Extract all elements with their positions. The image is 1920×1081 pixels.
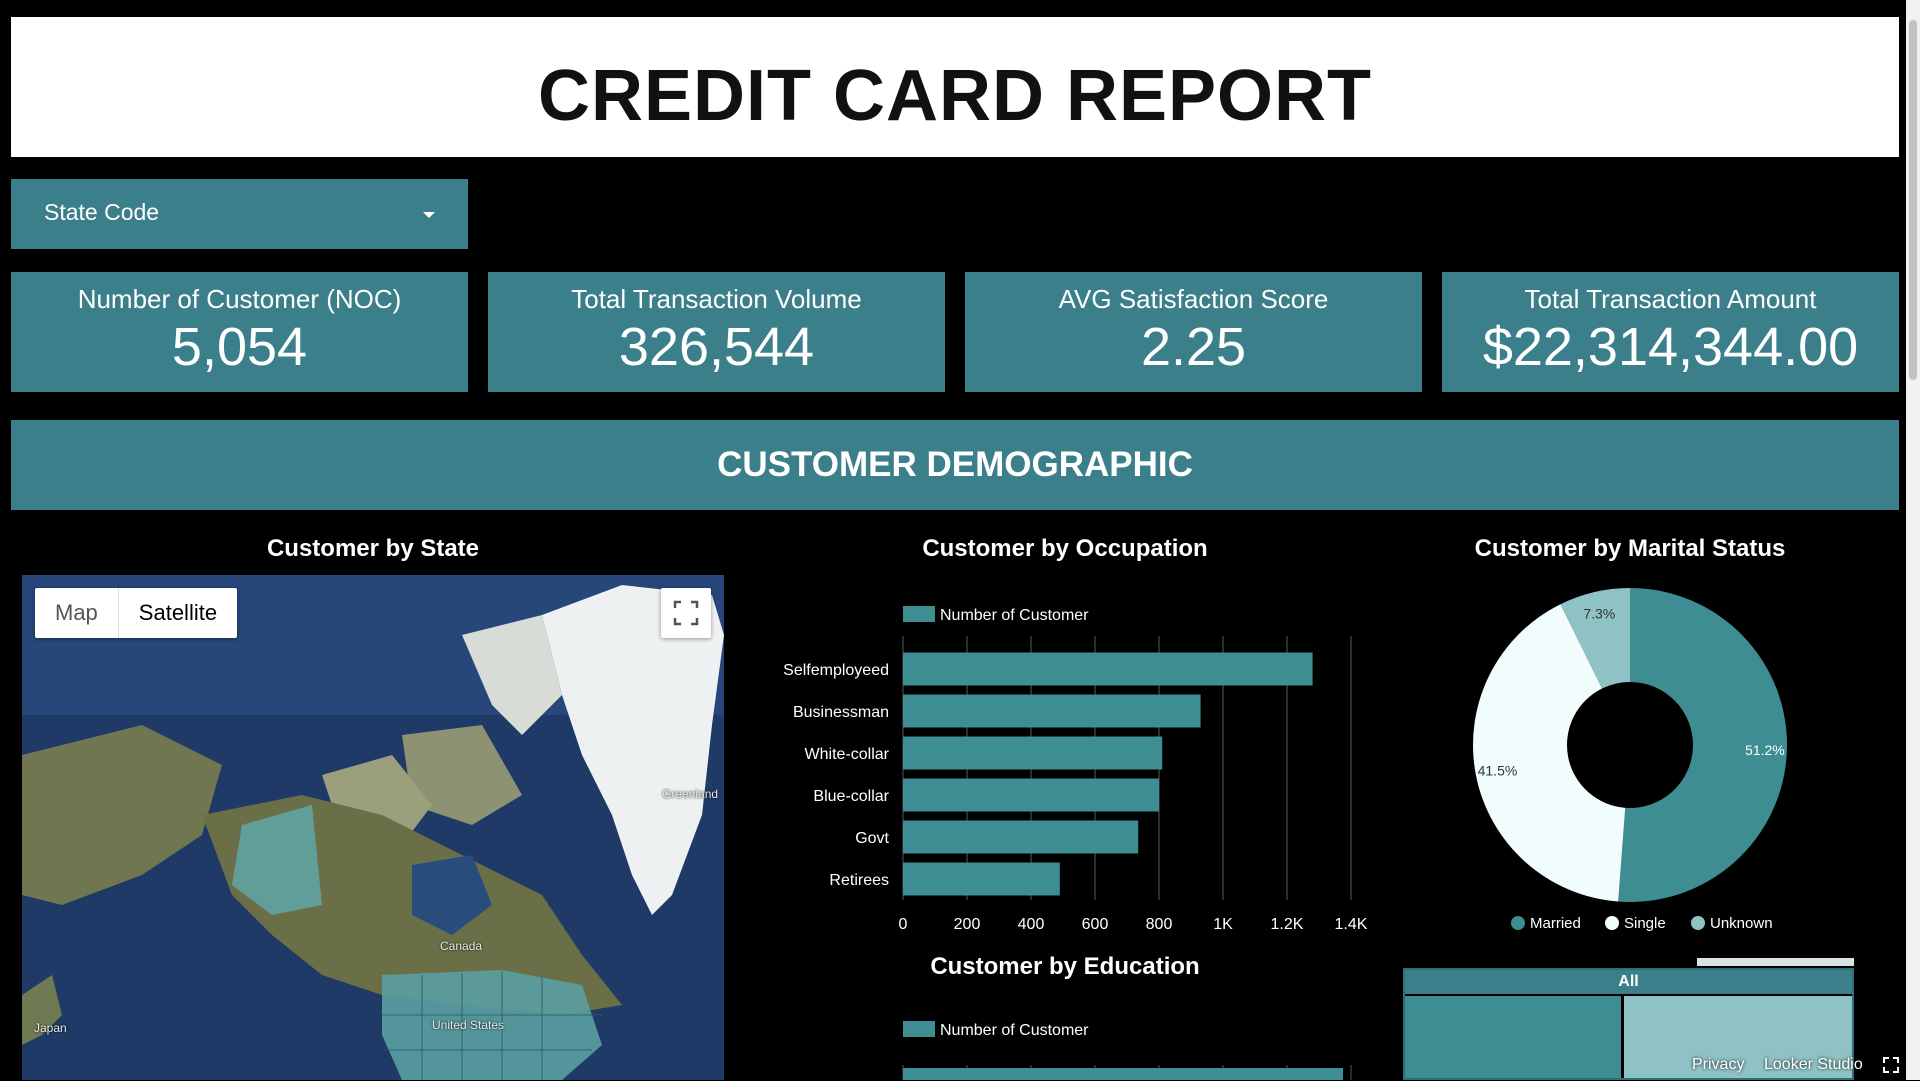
- occupation-bar: [903, 778, 1159, 812]
- marital-legend-label: Married: [1530, 915, 1581, 932]
- kpi-card-transaction-amount: Total Transaction Amount $22,314,344.00: [1442, 272, 1899, 392]
- occupation-x-ticks: 0 200 400 600 800 1K 1.2K 1.4K: [899, 916, 1368, 933]
- occupation-category-label: Govt: [855, 830, 889, 847]
- occupation-category-label: Businessman: [793, 704, 889, 721]
- occupation-category-label: Blue-collar: [813, 788, 889, 805]
- marital-slice: [1618, 588, 1787, 902]
- section-banner: CUSTOMER DEMOGRAPHIC: [11, 420, 1899, 510]
- occupation-bars: Selfemployeed Businessman White-collar Blue…: [783, 652, 1313, 896]
- kpi-card-transaction-volume: Total Transaction Volume 326,544: [488, 272, 945, 392]
- occupation-bar: [903, 736, 1163, 770]
- treemap-cell[interactable]: [1405, 996, 1621, 1078]
- expand-report-button[interactable]: [1880, 1054, 1902, 1076]
- marital-slice-label: 41.5%: [1478, 763, 1518, 779]
- marital-legend-marker: [1605, 916, 1619, 930]
- kpi-value: $22,314,344.00: [1482, 317, 1859, 377]
- education-chart-title: Customer by Education: [930, 953, 1200, 980]
- marital-slice: [1560, 588, 1630, 689]
- map-label-greenland: Greenland: [662, 787, 719, 801]
- treemap-root-label[interactable]: All: [1405, 970, 1852, 994]
- education-bar-chart: Number of Customer: [902, 1021, 1352, 1080]
- occupation-legend-label: Number of Customer: [940, 607, 1089, 624]
- kpi-card-noc: Number of Customer (NOC) 5,054: [11, 272, 468, 392]
- x-tick-label: 1.4K: [1335, 916, 1368, 933]
- kpi-label: Number of Customer (NOC): [77, 284, 402, 314]
- treemap-cell[interactable]: [1624, 996, 1852, 1078]
- state-code-filter-label: State Code: [44, 199, 160, 225]
- dropdown-caret-icon: [423, 212, 435, 218]
- x-tick-label: 1.2K: [1271, 916, 1304, 933]
- fullscreen-icon: [673, 600, 699, 626]
- x-tick-label: 1K: [1213, 916, 1233, 933]
- occupation-chart-title: Customer by Occupation: [922, 535, 1208, 562]
- marital-donut-chart: 51.2% 41.5% 7.3% Married Single Unknown: [1473, 588, 1787, 932]
- map-imagery: [22, 575, 724, 1080]
- occupation-category-label: White-collar: [805, 746, 890, 763]
- expand-icon: [1883, 1057, 1899, 1073]
- map-chart-title: Customer by State: [266, 535, 480, 562]
- marital-slice-labels: 51.2% 41.5% 7.3%: [1478, 606, 1785, 779]
- page-scrollbar[interactable]: [1906, 0, 1920, 1080]
- x-tick-label: 600: [1082, 916, 1109, 933]
- occupation-bar: [903, 820, 1139, 854]
- report-header: CREDIT CARD REPORT: [11, 17, 1899, 157]
- x-tick-label: 200: [954, 916, 981, 933]
- map-label-canada: Canada: [440, 939, 483, 953]
- education-legend-swatch: [903, 1021, 935, 1037]
- marital-legend-marker: [1511, 916, 1525, 930]
- kpi-value: 2.25: [1140, 317, 1247, 377]
- marital-legend-marker: [1691, 916, 1705, 930]
- occupation-bar: [903, 862, 1060, 896]
- occupation-category-label: Retirees: [829, 872, 889, 889]
- report-title: CREDIT CARD REPORT: [537, 56, 1372, 136]
- x-tick-label: 400: [1018, 916, 1045, 933]
- occupation-bar-chart: Number of Customer Selfemployeed Business…: [783, 606, 1368, 933]
- occupation-legend-swatch: [903, 606, 935, 622]
- map-type-map-button[interactable]: Map: [55, 600, 98, 625]
- treemap[interactable]: All: [1403, 968, 1854, 1080]
- marital-legend: Married Single Unknown: [1511, 915, 1773, 932]
- map-label-japan: Japan: [34, 1021, 67, 1035]
- kpi-label: Total Transaction Volume: [571, 284, 862, 314]
- section-title: CUSTOMER DEMOGRAPHIC: [717, 445, 1193, 484]
- education-bar: [903, 1068, 1343, 1080]
- map-type-satellite-button[interactable]: Satellite: [117, 588, 237, 638]
- treemap-scroll-indicator[interactable]: [1697, 958, 1854, 966]
- occupation-bar: [903, 652, 1313, 686]
- state-map[interactable]: Greenland Canada United States Japan Map…: [22, 575, 724, 1080]
- marital-legend-label: Single: [1624, 915, 1666, 932]
- kpi-value: 5,054: [171, 317, 308, 377]
- marital-slices: [1473, 588, 1787, 902]
- state-code-filter[interactable]: State Code: [11, 179, 468, 249]
- marital-slice-label: 7.3%: [1583, 606, 1615, 622]
- scrollbar-thumb[interactable]: [1909, 20, 1917, 380]
- kpi-card-satisfaction-score: AVG Satisfaction Score 2.25: [965, 272, 1422, 392]
- privacy-link[interactable]: Privacy: [1692, 1056, 1745, 1073]
- marital-legend-label: Unknown: [1710, 915, 1773, 932]
- looker-studio-link[interactable]: Looker Studio: [1764, 1056, 1863, 1073]
- x-tick-label: 800: [1146, 916, 1173, 933]
- kpi-value: 326,544: [618, 317, 815, 377]
- fullscreen-button[interactable]: [661, 588, 711, 638]
- kpi-label: AVG Satisfaction Score: [1058, 284, 1329, 314]
- marital-slice-label: 51.2%: [1745, 742, 1785, 758]
- marital-slice: [1473, 604, 1626, 902]
- occupation-bar: [903, 694, 1201, 728]
- kpi-label: Total Transaction Amount: [1524, 284, 1817, 314]
- marital-chart-title: Customer by Marital Status: [1474, 535, 1786, 562]
- map-label-united-states: United States: [432, 1018, 505, 1032]
- x-tick-label: 0: [899, 916, 908, 933]
- map-type-toggle: Map Satellite: [35, 588, 238, 638]
- occupation-category-label: Selfemployeed: [783, 662, 889, 679]
- education-legend-label: Number of Customer: [940, 1022, 1089, 1039]
